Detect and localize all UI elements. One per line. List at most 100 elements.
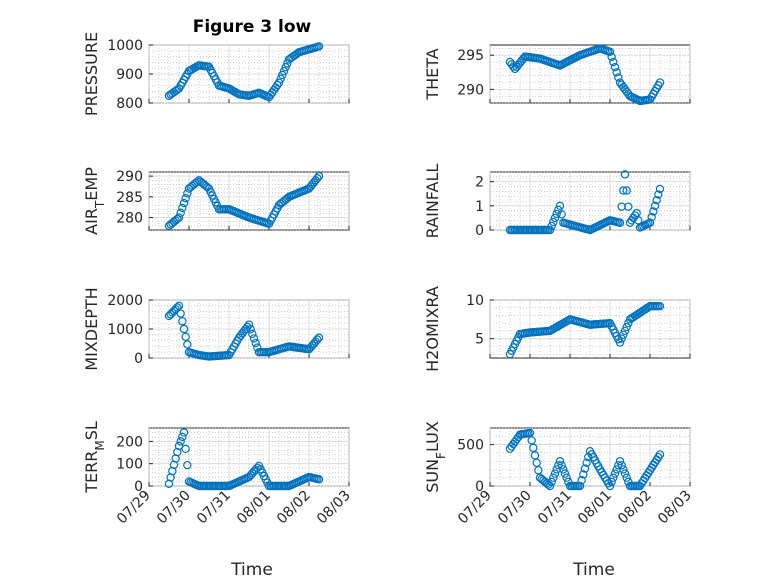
data-point bbox=[619, 186, 628, 195]
data-point bbox=[579, 470, 588, 479]
subplot-4: 0 1 2 RAINFALL bbox=[423, 164, 691, 239]
data-point bbox=[620, 326, 630, 336]
data-point bbox=[617, 334, 626, 343]
data-point bbox=[555, 201, 565, 211]
x-tick-label: 08/03 bbox=[314, 488, 354, 528]
data-point bbox=[314, 475, 324, 484]
data-point bbox=[183, 340, 192, 349]
y-tick-label: 1000 bbox=[107, 322, 143, 338]
data-point bbox=[529, 443, 538, 453]
figure-title: Figure 3 low bbox=[193, 17, 312, 37]
data-point bbox=[278, 70, 287, 80]
y-tick-label: 0 bbox=[475, 479, 484, 495]
y-tick-label: 2 bbox=[475, 175, 484, 191]
y-tick-label: 295 bbox=[457, 48, 484, 64]
data-point bbox=[614, 461, 623, 470]
data-point bbox=[174, 441, 184, 451]
y-tick-label: 0 bbox=[134, 351, 143, 367]
data-point bbox=[609, 473, 618, 482]
data-point bbox=[654, 190, 663, 199]
data-point bbox=[244, 320, 254, 329]
data-point bbox=[655, 301, 665, 311]
y-tick-label: 1000 bbox=[107, 38, 143, 54]
data-point bbox=[183, 189, 192, 198]
data-point bbox=[178, 432, 187, 442]
data-point bbox=[173, 214, 182, 224]
y-axis-label: THETA bbox=[423, 48, 442, 100]
subplot-2: 290 295 THETA bbox=[423, 44, 691, 106]
data-point bbox=[181, 444, 190, 454]
y-tick-label: 2000 bbox=[107, 293, 143, 309]
data-point bbox=[532, 458, 541, 467]
x-tick-label: 08/01 bbox=[575, 488, 615, 528]
data-point bbox=[276, 74, 285, 84]
data-point bbox=[645, 218, 655, 227]
data-point bbox=[650, 201, 660, 211]
data-point bbox=[179, 428, 189, 437]
data-point bbox=[313, 174, 322, 183]
y-axis-label: TERRMSL bbox=[82, 421, 107, 494]
data-point bbox=[549, 217, 558, 227]
data-point bbox=[178, 317, 187, 326]
subplot-6: 5 10 H2OMIXRA bbox=[423, 286, 691, 372]
data-point bbox=[555, 456, 565, 466]
data-point bbox=[179, 198, 189, 208]
data-point bbox=[620, 469, 630, 478]
data-point bbox=[622, 186, 631, 195]
y-axis-label: H2OMIXRA bbox=[423, 286, 442, 372]
data-point bbox=[622, 322, 631, 332]
data-point bbox=[249, 334, 259, 343]
data-point bbox=[615, 456, 625, 466]
data-point bbox=[615, 338, 625, 347]
data-point bbox=[615, 218, 625, 227]
data-point bbox=[534, 466, 543, 475]
data-point bbox=[273, 80, 282, 90]
data-point bbox=[652, 195, 661, 205]
data-point bbox=[607, 52, 616, 62]
y-tick-label: 900 bbox=[116, 67, 143, 83]
data-point bbox=[313, 335, 322, 344]
data-point bbox=[181, 332, 190, 341]
y-tick-label: 0 bbox=[134, 479, 143, 495]
data-point bbox=[655, 78, 665, 87]
subplot-3: 280 285 290 AIRTEMP bbox=[82, 167, 350, 235]
data-point bbox=[174, 213, 184, 222]
data-point bbox=[248, 329, 257, 339]
data-point bbox=[622, 473, 631, 482]
y-tick-label: 290 bbox=[457, 82, 484, 98]
x-tick-label: 07/30 bbox=[495, 488, 535, 528]
data-point bbox=[545, 225, 555, 235]
data-point bbox=[246, 325, 255, 334]
x-axis-label-left: Time bbox=[230, 560, 273, 580]
y-tick-label: 800 bbox=[116, 96, 143, 112]
data-point bbox=[251, 338, 260, 348]
data-point bbox=[610, 469, 620, 478]
data-point bbox=[281, 63, 290, 72]
y-axis-label: MIXDEPTH bbox=[82, 287, 101, 370]
data-point bbox=[547, 221, 556, 231]
data-point bbox=[605, 47, 615, 57]
data-point bbox=[545, 481, 555, 491]
data-point bbox=[549, 473, 558, 482]
x-tick-label: 07/31 bbox=[194, 488, 234, 528]
data-point bbox=[274, 78, 284, 87]
data-point bbox=[279, 66, 289, 76]
y-axis-label: RAINFALL bbox=[423, 164, 442, 239]
data-point bbox=[605, 481, 615, 491]
data-point bbox=[530, 451, 540, 460]
data-point bbox=[562, 473, 571, 482]
x-tick-label: 08/02 bbox=[274, 488, 314, 528]
x-axis-label-right: Time bbox=[572, 560, 615, 580]
data-point bbox=[619, 465, 628, 474]
data-point bbox=[174, 301, 184, 310]
y-tick-label: 5 bbox=[475, 332, 484, 348]
data-point bbox=[554, 461, 563, 470]
data-point bbox=[557, 461, 566, 470]
data-point bbox=[179, 324, 189, 334]
data-point bbox=[181, 194, 190, 203]
data-point bbox=[547, 477, 556, 487]
data-point bbox=[183, 460, 192, 470]
